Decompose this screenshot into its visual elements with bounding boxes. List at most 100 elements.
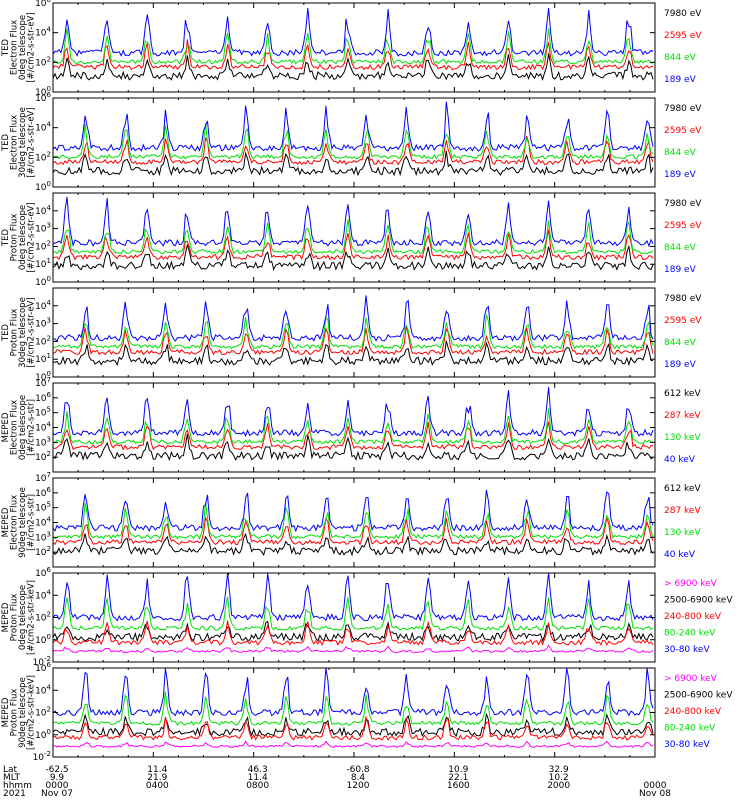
annotation-lat: 46.3 — [248, 765, 268, 775]
y-axis-label: MEPEDElectron Flux0deg telescope[#/cm2-s… — [1, 395, 37, 460]
y-tick-label: 100 — [35, 633, 51, 646]
legend-entry: 7980 eV — [664, 199, 702, 209]
legend-entry: 130 keV — [664, 433, 701, 443]
legend-entry: > 6900 keV — [664, 579, 718, 589]
legend-entry: 40 keV — [664, 550, 696, 560]
legend-entry: 189 eV — [664, 265, 697, 275]
annotation-hhmm: 2000 — [547, 781, 570, 791]
y-tick-label: 100 — [35, 180, 51, 193]
y-tick-label: 104 — [35, 26, 51, 39]
series-line-magenta — [52, 644, 654, 654]
y-tick-label: 10-2 — [33, 655, 51, 668]
series-line-blue — [52, 572, 654, 622]
legend-entry: 844 eV — [664, 53, 697, 63]
series-line-blue — [52, 7, 654, 57]
panel-2: 100 102 104 106 TEDElectron Flux30deg telesc… — [1, 91, 702, 193]
legend-entry: 2595 eV — [664, 31, 702, 41]
annotation-lat: -60.8 — [346, 765, 370, 775]
y-tick-label: 106 — [35, 391, 51, 404]
legend-entry: 7980 eV — [664, 104, 702, 114]
legend-entry: 612 keV — [664, 484, 701, 494]
series-line-red — [52, 39, 654, 71]
legend-entry: 2500-6900 keV — [664, 691, 733, 701]
annotation-lat: 10.9 — [448, 765, 468, 775]
annotation-date: Nov 07 — [41, 789, 73, 799]
legend-entry: 30-80 keV — [664, 645, 710, 655]
legend-entry: 2595 eV — [664, 126, 702, 136]
series-line-blue — [52, 101, 654, 152]
y-tick-label: 104 — [35, 204, 51, 217]
series-line-black — [52, 53, 654, 81]
annotation-mlt: 9.9 — [50, 773, 65, 783]
series-line-blue — [52, 387, 654, 438]
y-tick-label: 105 — [35, 406, 51, 419]
series-line-red — [52, 325, 654, 356]
legend-entry: 189 eV — [664, 75, 697, 85]
y-axis-label: MEPEDProton Flux90deg telescope[#/cm2-s-… — [1, 675, 37, 750]
legend-entry: 189 eV — [664, 170, 697, 180]
annotation-row-label: 2021 — [3, 789, 26, 799]
legend-entry: 80-240 keV — [664, 629, 716, 639]
y-tick-label: 101 — [35, 352, 51, 365]
y-tick-label: 104 — [35, 683, 51, 696]
y-axis-label: TEDElectron Flux30deg telescope[#/cm2-s-… — [1, 107, 37, 178]
annotation-row-label: MLT — [3, 773, 21, 783]
legend-entry: 7980 eV — [664, 294, 702, 304]
plot-frame — [52, 2, 656, 93]
legend-entry: 40 keV — [664, 455, 696, 465]
y-tick-label: 100 — [35, 85, 51, 98]
legend-entry: 80-240 keV — [664, 724, 716, 734]
y-tick-label: 102 — [35, 334, 51, 347]
series-line-green — [52, 314, 654, 350]
series-line-black — [52, 244, 654, 272]
legend-entry: 2595 eV — [664, 316, 702, 326]
y-tick-label: 103 — [35, 530, 51, 543]
y-tick-label: 104 — [35, 516, 51, 529]
series-line-blue — [52, 489, 654, 533]
legend-entry: 2595 eV — [664, 221, 702, 231]
series-line-green — [52, 408, 654, 445]
y-tick-label: 100 — [35, 728, 51, 741]
series-line-red — [52, 715, 654, 741]
series-line-red — [52, 516, 654, 546]
y-tick-label: 102 — [35, 55, 51, 68]
legend-entry: > 6900 keV — [664, 674, 718, 684]
y-tick-label: 106 — [35, 661, 51, 674]
y-tick-label: 102 — [35, 450, 51, 463]
y-tick-label: 107 — [35, 471, 51, 484]
series-line-red — [52, 229, 654, 261]
y-tick-label: 100 — [35, 275, 51, 288]
series-line-blue — [52, 667, 654, 717]
annotation-hhmm: 0000 — [46, 781, 69, 791]
y-axis-label: TEDProton Flux0deg telescope[#/cm2-s-str… — [1, 202, 37, 272]
y-tick-label: 101 — [35, 257, 51, 270]
legend-entry: 240-800 keV — [664, 612, 722, 622]
annotation-hhmm: 1600 — [447, 781, 470, 791]
legend-entry: 189 eV — [664, 360, 697, 370]
y-tick-label: 100 — [35, 370, 51, 383]
legend-entry: 844 eV — [664, 338, 697, 348]
annotation-hhmm: 0000 — [644, 781, 667, 791]
y-tick-label: 105 — [35, 501, 51, 514]
annotation-hhmm: 0400 — [146, 781, 169, 791]
series-line-green — [52, 502, 654, 540]
annotation-row-label: Lat — [3, 765, 18, 775]
series-line-green — [52, 596, 654, 631]
series-line-green — [52, 122, 654, 160]
y-tick-label: 103 — [35, 435, 51, 448]
series-line-red — [52, 620, 654, 647]
series-line-black — [52, 620, 654, 643]
y-tick-label: 106 — [35, 566, 51, 579]
series-line-blue — [52, 295, 654, 342]
y-tick-label: 102 — [35, 150, 51, 163]
y-tick-label: 104 — [35, 121, 51, 134]
y-axis-label: MEPEDProton Flux0deg telescope[#/cm2-s-s… — [1, 580, 37, 655]
annotation-mlt: 11.4 — [248, 773, 268, 783]
y-tick-label: 102 — [35, 706, 51, 719]
y-tick-label: 107 — [35, 376, 51, 389]
legend-entry: 844 eV — [664, 148, 697, 158]
series-line-black — [52, 713, 654, 737]
